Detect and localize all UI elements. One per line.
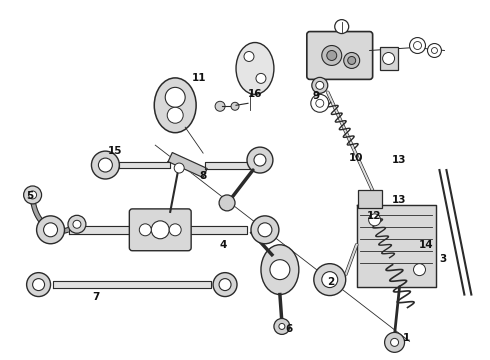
- Circle shape: [98, 158, 112, 172]
- Circle shape: [68, 215, 86, 233]
- Circle shape: [213, 273, 237, 297]
- Text: 7: 7: [92, 292, 99, 302]
- Ellipse shape: [154, 78, 196, 133]
- Polygon shape: [52, 281, 211, 288]
- Circle shape: [327, 50, 337, 60]
- Circle shape: [335, 20, 349, 33]
- Bar: [380, 46, 397, 71]
- Circle shape: [219, 195, 235, 211]
- Text: 15: 15: [108, 146, 123, 156]
- Polygon shape: [120, 162, 170, 168]
- Circle shape: [37, 216, 65, 244]
- Circle shape: [311, 94, 329, 112]
- Ellipse shape: [236, 42, 274, 94]
- Circle shape: [24, 186, 42, 204]
- Text: 10: 10: [349, 153, 364, 163]
- Circle shape: [270, 260, 290, 280]
- Text: 1: 1: [403, 333, 410, 343]
- Circle shape: [258, 223, 272, 237]
- Circle shape: [391, 338, 398, 346]
- Circle shape: [368, 214, 381, 226]
- Circle shape: [251, 216, 279, 244]
- Circle shape: [219, 279, 231, 291]
- Circle shape: [414, 264, 425, 276]
- Circle shape: [44, 223, 57, 237]
- Text: 6: 6: [285, 324, 293, 334]
- Text: 13: 13: [392, 195, 406, 205]
- Circle shape: [231, 102, 239, 110]
- Text: 12: 12: [367, 211, 382, 221]
- Circle shape: [167, 107, 183, 123]
- Circle shape: [254, 154, 266, 166]
- Text: 9: 9: [312, 91, 319, 101]
- Polygon shape: [69, 226, 247, 234]
- Circle shape: [28, 191, 37, 199]
- Circle shape: [279, 323, 285, 329]
- Circle shape: [174, 163, 184, 173]
- Text: 4: 4: [220, 239, 227, 249]
- Circle shape: [383, 53, 394, 64]
- Text: 11: 11: [191, 73, 206, 83]
- Circle shape: [432, 48, 438, 54]
- Circle shape: [256, 73, 266, 84]
- Text: 16: 16: [247, 89, 262, 99]
- Circle shape: [312, 77, 328, 93]
- Circle shape: [244, 51, 254, 62]
- FancyBboxPatch shape: [129, 209, 191, 251]
- Polygon shape: [205, 162, 250, 168]
- Bar: [358, 190, 382, 208]
- Circle shape: [92, 151, 120, 179]
- Circle shape: [215, 101, 225, 111]
- Circle shape: [322, 45, 342, 66]
- Circle shape: [151, 221, 169, 239]
- FancyBboxPatch shape: [307, 32, 372, 80]
- Circle shape: [26, 273, 50, 297]
- Polygon shape: [357, 205, 437, 287]
- Text: 2: 2: [327, 277, 334, 287]
- Polygon shape: [168, 153, 207, 177]
- Circle shape: [73, 220, 81, 228]
- Circle shape: [427, 44, 441, 58]
- Circle shape: [348, 57, 356, 64]
- Text: 14: 14: [418, 239, 433, 249]
- Circle shape: [314, 264, 346, 296]
- Text: 3: 3: [439, 254, 446, 264]
- Circle shape: [414, 41, 421, 50]
- Circle shape: [410, 37, 425, 54]
- Text: 8: 8: [200, 171, 207, 181]
- Circle shape: [165, 87, 185, 107]
- Circle shape: [385, 332, 405, 352]
- Text: 5: 5: [26, 191, 34, 201]
- Circle shape: [274, 319, 290, 334]
- Circle shape: [33, 279, 45, 291]
- Circle shape: [316, 81, 324, 89]
- Circle shape: [169, 224, 181, 236]
- Ellipse shape: [261, 245, 299, 294]
- Circle shape: [322, 272, 338, 288]
- Text: 13: 13: [392, 155, 406, 165]
- Circle shape: [316, 99, 324, 107]
- Circle shape: [139, 224, 151, 236]
- Circle shape: [247, 147, 273, 173]
- Circle shape: [343, 53, 360, 68]
